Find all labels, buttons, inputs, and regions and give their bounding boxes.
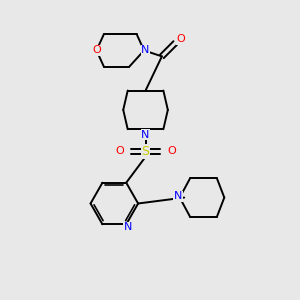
Text: N: N	[174, 191, 182, 201]
Text: O: O	[92, 45, 101, 56]
Text: N: N	[124, 222, 132, 232]
Text: O: O	[176, 34, 185, 44]
Text: S: S	[142, 145, 149, 158]
Text: N: N	[141, 130, 150, 140]
Text: N: N	[141, 45, 150, 56]
Text: O: O	[167, 146, 176, 157]
Text: O: O	[115, 146, 124, 157]
